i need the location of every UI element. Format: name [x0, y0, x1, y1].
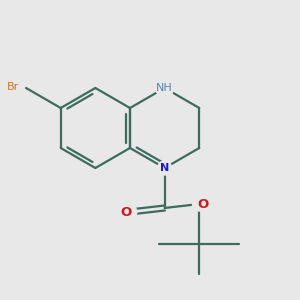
- Text: O: O: [120, 206, 131, 218]
- Circle shape: [192, 197, 206, 211]
- Text: NH: NH: [156, 83, 173, 93]
- Text: O: O: [198, 197, 209, 211]
- Circle shape: [158, 161, 172, 175]
- Text: Br: Br: [7, 82, 19, 92]
- Circle shape: [156, 79, 174, 97]
- Text: N: N: [160, 163, 169, 173]
- Circle shape: [123, 205, 137, 219]
